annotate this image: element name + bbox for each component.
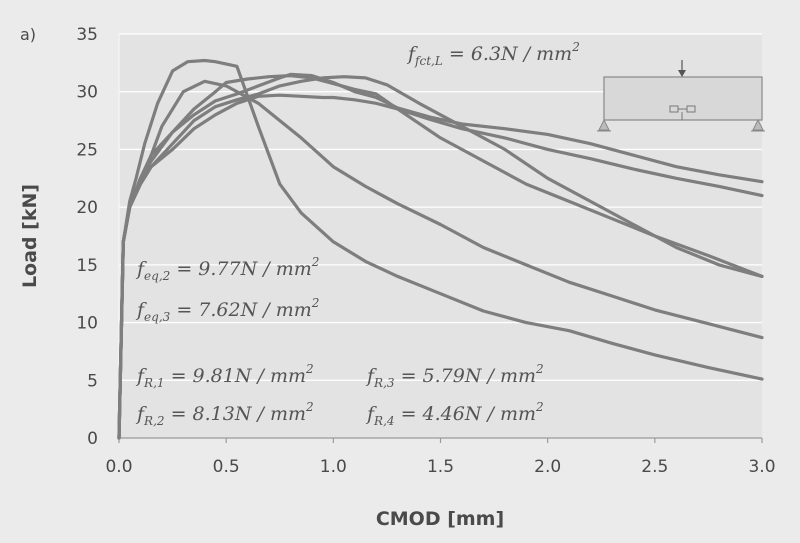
annotation-fr1: fR,1 = 9.81N / mm2 <box>135 362 314 390</box>
y-tick-label: 5 <box>87 371 98 391</box>
y-tick-label: 25 <box>76 140 98 160</box>
annotation-feq3: feq,3 = 7.62N / mm2 <box>135 296 319 324</box>
beam-body <box>603 76 763 121</box>
x-tick-label: 3.0 <box>748 457 775 477</box>
y-tick-label: 10 <box>76 314 98 334</box>
x-tick-label: 0.5 <box>213 457 240 477</box>
annotation-fct: ffct,L = 6.3N / mm2 <box>406 40 580 68</box>
right-support <box>752 118 764 131</box>
annotation-fr2: fR,2 = 8.13N / mm2 <box>135 400 314 428</box>
annotation-fr3: fR,3 = 5.79N / mm2 <box>365 362 544 390</box>
series-line-1 <box>117 58 764 440</box>
x-tick-label: 0.0 <box>105 457 132 477</box>
series-line-3 <box>117 74 764 440</box>
beam-schematic <box>597 60 765 132</box>
y-tick-label: 0 <box>87 429 98 449</box>
annotation-feq2: feq,2 = 9.77N / mm2 <box>135 255 319 283</box>
y-axis-label: Load [kN] <box>19 184 41 288</box>
annotation-fr4: fR,4 = 4.46N / mm2 <box>365 400 544 428</box>
load-arrow-head <box>678 70 686 77</box>
panel-label: a) <box>20 25 36 44</box>
y-tick-label: 30 <box>76 83 98 103</box>
series-line-6 <box>117 93 764 440</box>
series-line-5 <box>117 72 764 440</box>
x-tick-label: 1.5 <box>427 457 454 477</box>
x-tick-label: 2.5 <box>641 457 668 477</box>
y-tick-label: 35 <box>76 25 98 45</box>
x-tick-label: 1.0 <box>320 457 347 477</box>
y-tick-label: 20 <box>76 198 98 218</box>
left-support <box>598 118 610 131</box>
x-tick-label: 2.0 <box>534 457 561 477</box>
y-tick-label: 15 <box>76 256 98 276</box>
x-axis-label: CMOD [mm] <box>376 508 504 530</box>
